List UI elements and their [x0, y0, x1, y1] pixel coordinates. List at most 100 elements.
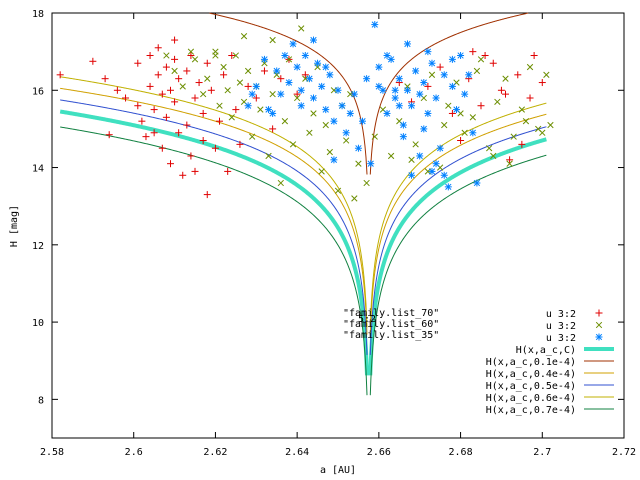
series-0-point [183, 121, 191, 129]
series-0-point [134, 59, 142, 67]
series-2-point [469, 129, 477, 137]
series-0-point [191, 167, 199, 175]
series-2-point [440, 71, 448, 79]
series-1-point [477, 56, 485, 63]
series-2-point [473, 179, 481, 187]
series-1-point [232, 52, 240, 59]
series-1-point [518, 106, 526, 113]
series-0-point [179, 171, 187, 179]
series-0-point [293, 90, 301, 98]
series-2-point [326, 71, 334, 79]
series-1-point [187, 48, 195, 55]
series-1-point [216, 102, 223, 109]
legend-label-series-0: u 3:2 [546, 309, 576, 320]
series-0-point [497, 86, 505, 94]
series-2-point [420, 125, 428, 133]
series-0-point [175, 129, 183, 137]
series-1-point [326, 148, 333, 156]
legend-label-curve-1: H(x,a_c,0.1e-4) [486, 357, 576, 368]
series-1-point [163, 52, 170, 59]
series-0-point [481, 52, 489, 59]
series-2-point [375, 82, 383, 90]
series-2-point [346, 109, 354, 117]
series-2-point [387, 55, 395, 63]
series-2-point [420, 79, 428, 87]
series-0-point [457, 137, 465, 144]
x-tick-label: 2.7 [533, 447, 551, 458]
series-0-point [469, 48, 477, 56]
series-2-point [289, 40, 297, 48]
series-0-point [175, 75, 183, 83]
series-2-point [273, 67, 281, 75]
y-tick-label: 16 [32, 86, 44, 97]
tick-marks [51, 12, 625, 438]
series-2-point [330, 156, 338, 164]
series-1-point [408, 156, 415, 163]
series-1-point [269, 36, 276, 44]
curves [59, 12, 547, 396]
series-2-point [440, 171, 448, 179]
y-tick-label: 18 [32, 9, 44, 20]
series-0-point [113, 86, 121, 94]
x-axis-title: a [AU] [320, 465, 356, 476]
series-1-point [506, 160, 513, 167]
annotation-resonance-5-2: 5:2 [358, 314, 376, 325]
series-1-point [236, 79, 244, 86]
series-1-point [293, 94, 301, 102]
series-0-point [134, 102, 142, 110]
series-1-point [543, 71, 550, 78]
series-0-point [166, 160, 174, 168]
series-1-point [310, 110, 317, 117]
x-tick-label: 2.64 [285, 447, 309, 458]
legend-label-curve-3: H(x,a_c,0.5e-4) [486, 381, 576, 392]
series-0-point [203, 59, 211, 67]
series-2-point [424, 48, 432, 56]
series-0-point [220, 71, 228, 79]
series-1-point [179, 83, 186, 90]
series-1-point [355, 160, 362, 167]
series-2-point [383, 52, 391, 59]
legend-marker-series-1 [595, 321, 603, 329]
series-1-point [502, 75, 509, 82]
series-2-point [465, 71, 473, 79]
series-0-point [530, 52, 538, 59]
series-0-point [199, 109, 207, 117]
series-0-point [518, 140, 526, 148]
series-0-point [158, 144, 166, 152]
series-0-point [448, 109, 456, 117]
series-0-point [224, 167, 232, 175]
series-1-point [351, 195, 358, 202]
series-2-point [436, 144, 444, 152]
series-2-point [383, 109, 391, 117]
x-tick-label: 2.58 [40, 447, 64, 458]
series-2-point [412, 67, 420, 75]
legend-label-curve-2: H(x,a_c,0.4e-4) [486, 369, 576, 380]
series-1-point [387, 152, 395, 160]
series-1-point [473, 67, 481, 75]
series-0-point [236, 140, 244, 148]
series-1-point [539, 129, 546, 136]
series-1-point [486, 145, 493, 152]
series-1-point [224, 87, 231, 94]
series-1-point [445, 102, 452, 109]
series-2-point [334, 86, 342, 94]
series-0-point [122, 94, 130, 102]
series-2-point [248, 90, 256, 98]
series-2-point [424, 109, 432, 117]
series-1-point [298, 25, 305, 32]
series-2-point [322, 63, 330, 71]
series-0-point [154, 44, 162, 52]
y-axis-title: H [mag] [9, 205, 20, 247]
series-0-point [514, 71, 522, 79]
series-1-point [469, 114, 476, 121]
series-2-point [309, 94, 317, 102]
series-2-point [293, 63, 301, 71]
legend-label-curve-0: H(x,a_c,C) [516, 345, 576, 356]
curve-0 [59, 109, 547, 376]
series-0-point [506, 156, 514, 164]
series-0-point [162, 113, 170, 121]
legend-label-series-2: u 3:2 [546, 333, 576, 344]
series-0-point [424, 82, 432, 90]
series-1-point [249, 133, 256, 140]
